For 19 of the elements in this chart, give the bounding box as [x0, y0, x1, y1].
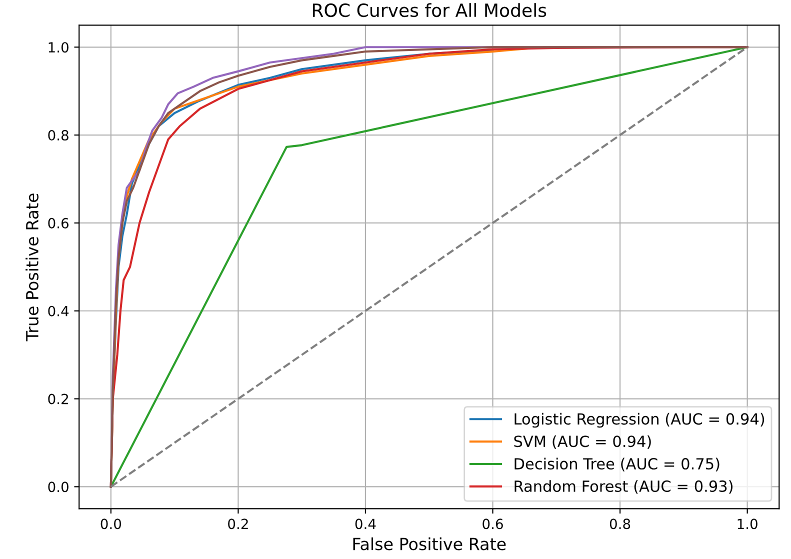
legend-label: Decision Tree (AUC = 0.75) [514, 458, 720, 472]
chart-title: ROC Curves for All Models [312, 3, 546, 18]
x-tick-label: 0.6 [482, 518, 503, 530]
legend-label: Random Forest (AUC = 0.93) [514, 480, 732, 494]
legend-label: SVM (AUC = 0.94) [514, 435, 651, 449]
x-tick-label: 0.4 [355, 518, 376, 530]
x-tick-label: 1.0 [738, 518, 758, 530]
x-tick-label: 0.8 [610, 518, 630, 530]
y-axis-title: True Positive Rate [26, 194, 39, 342]
y-tick-label: 0.2 [48, 394, 68, 404]
x-tick-label: 0.2 [228, 518, 248, 530]
y-tick-label: 0.0 [48, 482, 68, 492]
y-tick-label: 0.6 [48, 218, 69, 228]
legend-label: Logistic Regression (AUC = 0.94) [514, 412, 764, 428]
x-axis-title: False Positive Rate [353, 537, 506, 550]
y-tick-label: 1.0 [48, 42, 68, 53]
y-tick-label: 0.4 [48, 306, 69, 316]
y-tick-label: 0.8 [48, 130, 68, 141]
x-tick-label: 0.0 [100, 518, 122, 530]
